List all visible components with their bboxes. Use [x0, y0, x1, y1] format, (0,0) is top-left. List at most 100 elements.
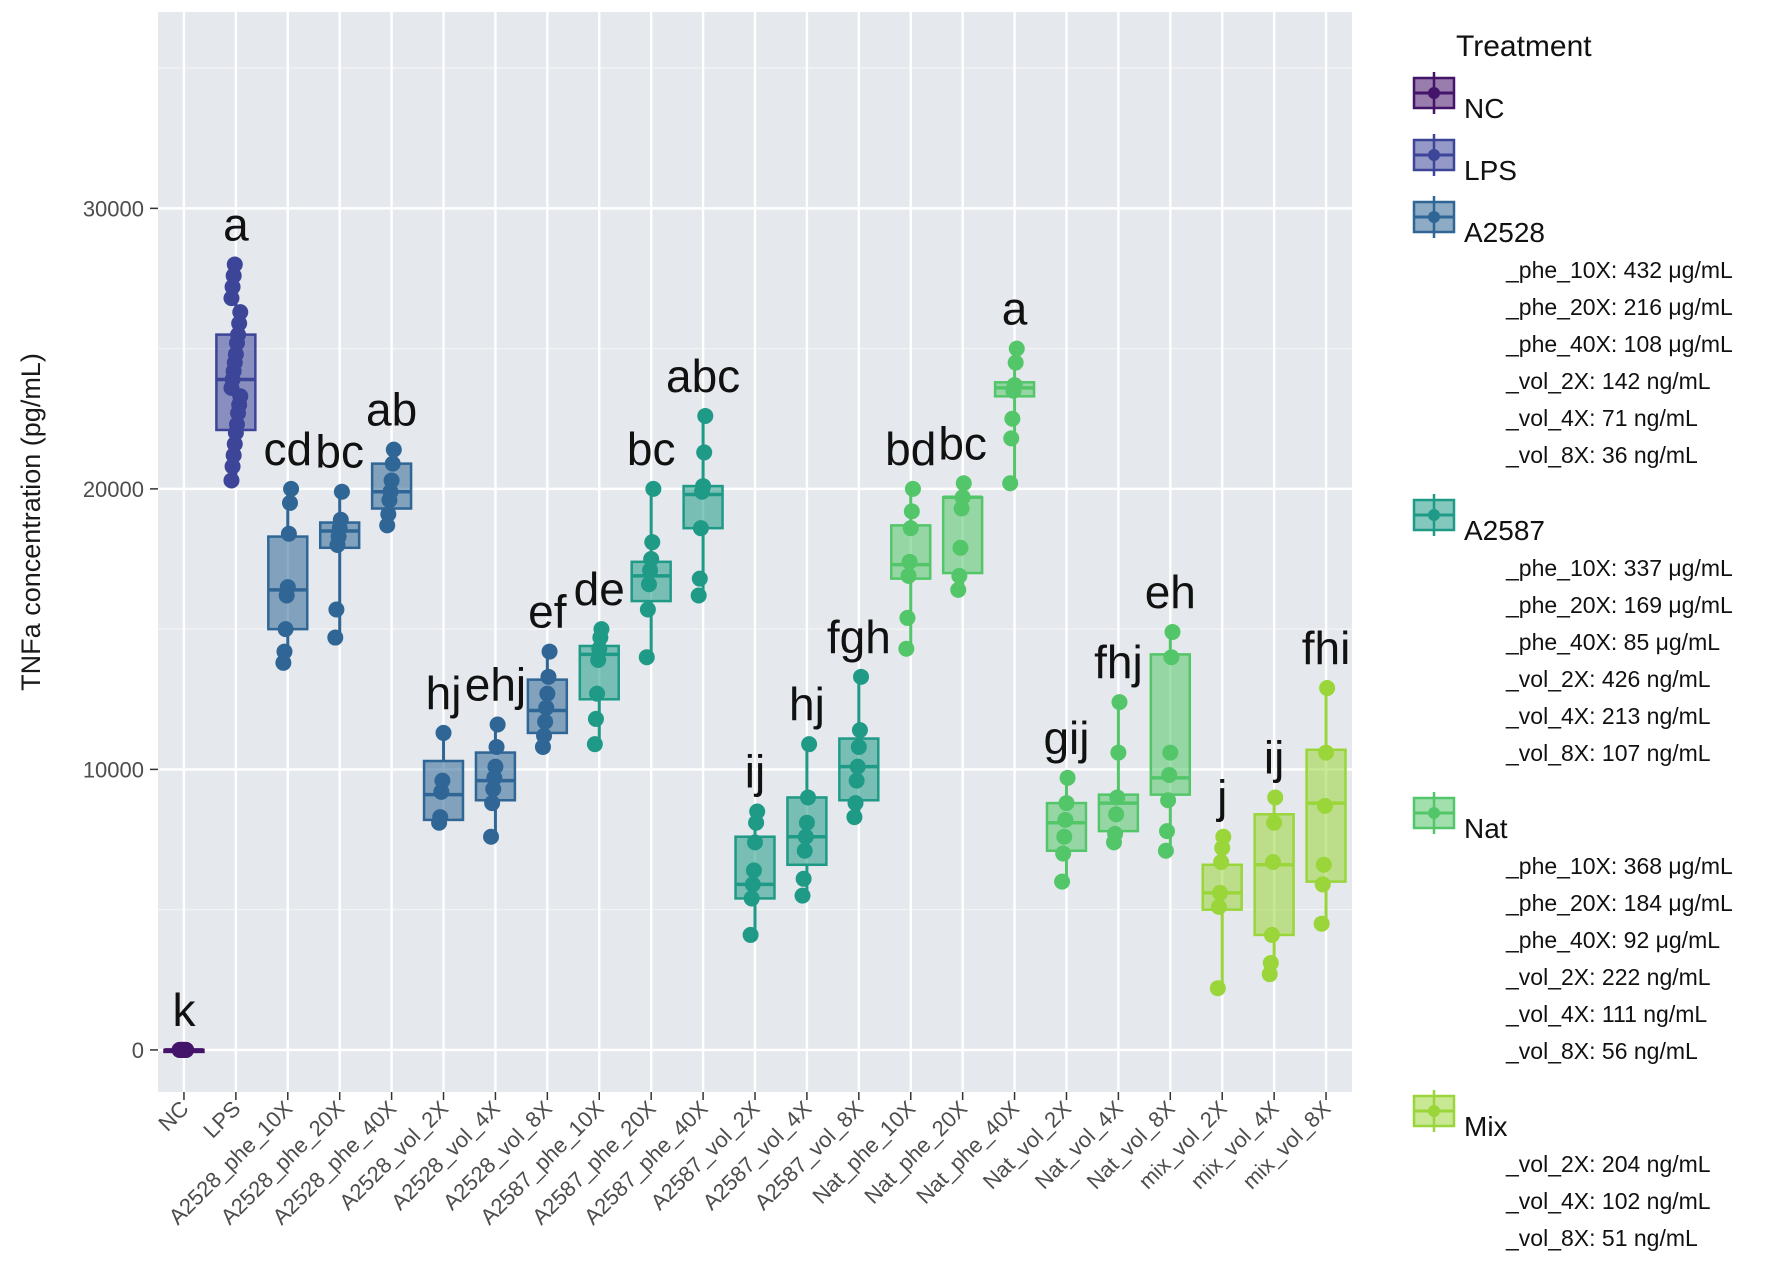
data-point — [1054, 873, 1071, 890]
data-point — [952, 539, 969, 556]
y-axis: 0 10000 20000 30000 — [83, 196, 158, 1063]
data-point — [538, 699, 555, 716]
data-point — [1006, 377, 1023, 394]
data-point — [536, 727, 553, 744]
significance-letter: j — [1215, 771, 1227, 823]
legend-key-Mix — [1412, 1090, 1456, 1132]
data-point — [1262, 954, 1279, 971]
significance-letter: hj — [426, 667, 462, 719]
data-point — [639, 601, 656, 618]
data-point — [747, 834, 763, 851]
data-point — [1315, 856, 1332, 873]
legend-item-label: _vol_2X: 204 ng/mL — [1505, 1151, 1711, 1177]
data-point — [1007, 354, 1024, 371]
legend-group-label: LPS — [1464, 155, 1517, 186]
legend-key-Nat — [1412, 792, 1456, 834]
box-Nat_phe_20X — [941, 475, 984, 598]
box-mix_vol_2X — [1201, 828, 1243, 997]
significance-letter: gij — [1043, 712, 1089, 764]
box-Nat_phe_10X — [890, 480, 932, 657]
legend: Treatment NC LPS A2528 _phe_10X: 432 μg/mL _p… — [1412, 30, 1733, 1251]
data-point — [1316, 797, 1333, 814]
box-A2528_phe_40X — [370, 441, 413, 534]
data-point — [743, 890, 760, 907]
significance-letter: k — [172, 984, 196, 1036]
box-A2528_vol_4X — [474, 716, 517, 845]
significance-letter: bc — [938, 417, 987, 469]
data-point — [1313, 915, 1330, 932]
legend-item-label: _phe_10X: 368 μg/mL — [1505, 853, 1733, 879]
data-point — [1213, 853, 1230, 870]
data-point — [690, 587, 707, 604]
box-A2587_phe_20X — [630, 480, 672, 666]
legend-item-label: _phe_10X: 337 μg/mL — [1505, 555, 1733, 581]
data-point — [277, 621, 294, 638]
legend-item-label: _vol_8X: 56 ng/mL — [1505, 1038, 1698, 1064]
legend-key-point — [1428, 149, 1440, 161]
data-point — [697, 407, 714, 424]
data-point — [904, 480, 921, 497]
data-point — [1004, 410, 1021, 427]
significance-letter: ij — [1264, 731, 1284, 783]
data-point — [1111, 694, 1128, 711]
data-point — [1057, 811, 1074, 828]
x-tick-label: NC — [153, 1096, 193, 1136]
data-point — [587, 710, 604, 727]
significance-letter: a — [1002, 283, 1028, 335]
legend-item-label: _vol_8X: 36 ng/mL — [1505, 442, 1698, 468]
data-point — [797, 828, 814, 845]
data-point — [851, 722, 868, 739]
data-point — [849, 758, 866, 775]
significance-letter: bd — [885, 423, 936, 475]
legend-item-label: _vol_8X: 51 ng/mL — [1505, 1225, 1698, 1251]
data-point — [853, 668, 870, 685]
data-point — [800, 789, 817, 806]
data-point — [1107, 825, 1124, 842]
data-point — [1267, 789, 1284, 806]
data-point — [384, 455, 401, 472]
legend-group-label: Nat — [1464, 813, 1508, 844]
legend-item-label: _phe_40X: 108 μg/mL — [1505, 331, 1733, 357]
box-Nat_vol_2X — [1045, 769, 1088, 890]
y-tick-label: 10000 — [83, 757, 144, 782]
data-point — [695, 478, 712, 495]
data-point — [900, 567, 917, 584]
data-point — [1109, 789, 1126, 806]
y-tick-label: 30000 — [83, 196, 144, 221]
box-mix_vol_8X — [1305, 680, 1347, 932]
data-point — [951, 567, 968, 584]
data-point — [1314, 876, 1331, 893]
data-point — [801, 736, 818, 753]
legend-item-label: _vol_4X: 102 ng/mL — [1505, 1188, 1711, 1214]
data-point — [483, 828, 500, 845]
legend-item-label: _vol_8X: 107 ng/mL — [1505, 740, 1711, 766]
data-point — [541, 643, 558, 660]
data-point — [276, 643, 293, 660]
legend-key-A2528 — [1412, 196, 1456, 238]
data-point — [540, 668, 557, 685]
box-A2587_vol_4X — [786, 736, 828, 904]
data-point — [1157, 842, 1174, 859]
box-NC — [163, 1041, 205, 1058]
data-point — [1056, 828, 1073, 845]
data-point — [1266, 814, 1283, 831]
data-point — [742, 926, 759, 943]
data-point — [1161, 767, 1178, 784]
data-point — [1263, 926, 1280, 943]
box-A2528_phe_10X — [267, 480, 309, 671]
y-tick-label: 20000 — [83, 477, 144, 502]
significance-letter: a — [223, 198, 249, 250]
legend-item-label: _phe_10X: 432 μg/mL — [1505, 257, 1733, 283]
significance-letter: de — [574, 563, 625, 615]
significance-letter: bc — [315, 426, 364, 478]
data-point — [1318, 744, 1335, 761]
data-point — [1209, 980, 1226, 997]
data-point — [279, 579, 296, 596]
legend-item-label: _vol_2X: 142 ng/mL — [1505, 368, 1711, 394]
data-point — [333, 483, 350, 500]
data-point — [1059, 769, 1076, 786]
data-point — [1265, 853, 1282, 870]
data-point — [223, 472, 240, 489]
legend-item-label: _vol_2X: 222 ng/mL — [1505, 964, 1711, 990]
